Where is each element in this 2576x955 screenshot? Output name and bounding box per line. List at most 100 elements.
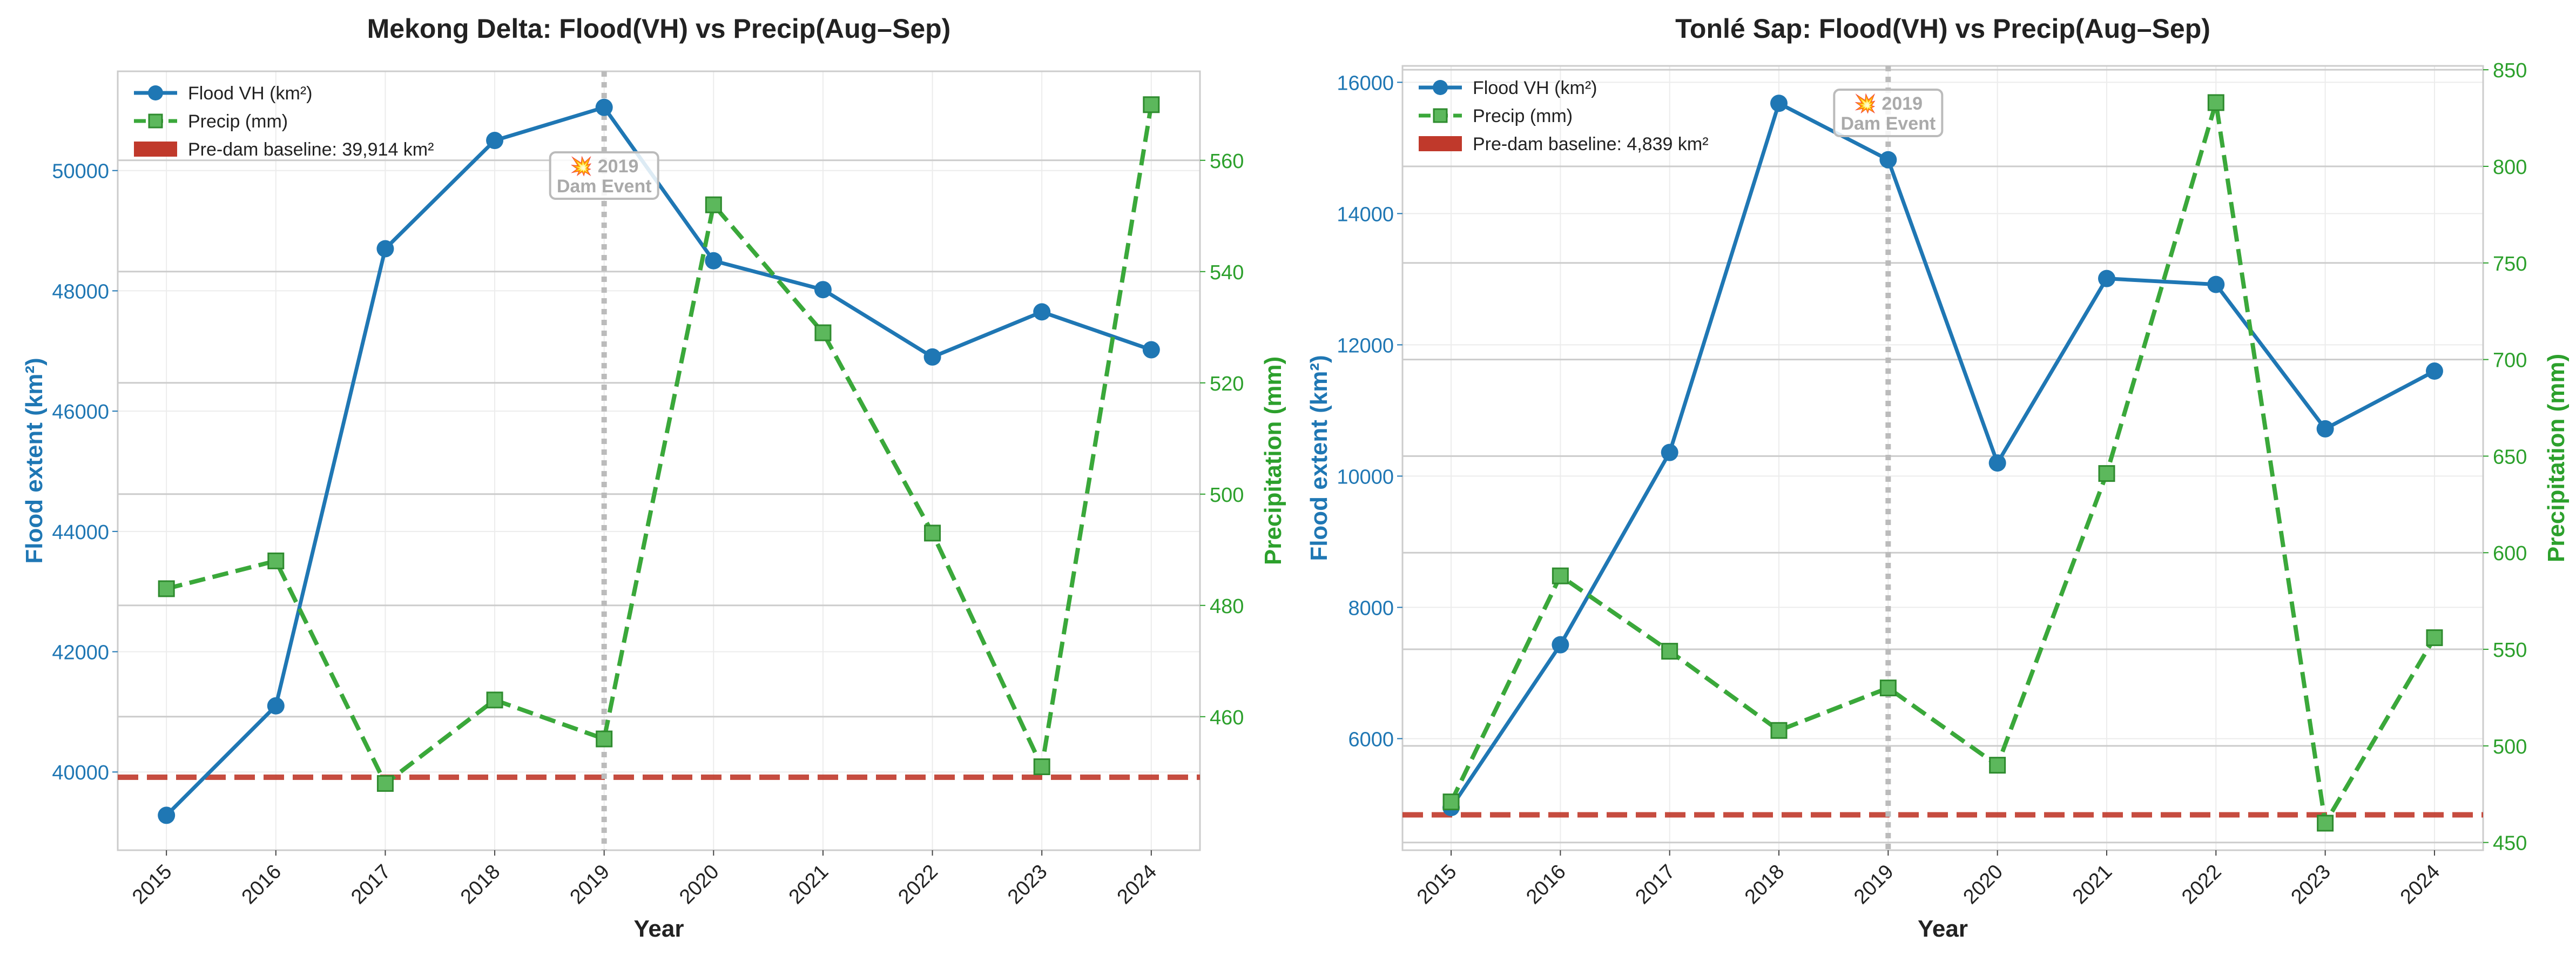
y2-tick-label: 450 xyxy=(2493,832,2527,855)
series-1-point xyxy=(1879,151,1897,169)
x-axis-title: Year xyxy=(1918,916,1968,942)
series-2-point xyxy=(486,691,503,709)
y2-axis-title: Precipitation (mm) xyxy=(1260,357,1286,565)
series-2-point xyxy=(1879,680,1897,697)
series-2-point xyxy=(596,730,613,748)
chart-panel-2: 6000 8000 10000 12000 14000 16000 450 500 550 600… xyxy=(1306,14,2570,942)
series-2-point xyxy=(1552,567,1569,584)
y2-tick-label: 520 xyxy=(1210,373,1244,395)
y-tick-label: 46000 xyxy=(52,401,109,423)
series-1-point xyxy=(486,132,504,150)
legend-swatch-marker xyxy=(1433,108,1448,123)
series-2-point xyxy=(1989,757,2006,774)
y-axis-title: Flood extent (km²) xyxy=(21,358,48,563)
y-axis-title: Flood extent (km²) xyxy=(1306,355,1332,561)
series-1-point xyxy=(705,252,723,270)
y-tick-label: 6000 xyxy=(1348,728,1394,751)
y2-tick-label: 500 xyxy=(2493,736,2527,758)
chart-title: Mekong Delta: Flood(VH) vs Precip(Aug–Se… xyxy=(367,14,951,44)
series-1-point xyxy=(814,281,832,299)
series-1-point xyxy=(2207,275,2225,293)
series-line-2 xyxy=(166,104,1154,786)
legend-swatch-marker xyxy=(148,113,163,129)
legend-label-baseline: Pre-dam baseline: 4,839 km² xyxy=(1473,134,1709,154)
series-1-point xyxy=(1552,636,1569,654)
event-label-box xyxy=(1833,89,1944,137)
y2-tick-label: 460 xyxy=(1210,707,1244,729)
legend-label: Precip (mm) xyxy=(188,111,288,132)
y-tick-label: 8000 xyxy=(1348,597,1394,620)
series-1-point xyxy=(2425,362,2443,380)
y2-tick-label: 650 xyxy=(2493,446,2527,468)
series-1-point xyxy=(1142,341,1160,359)
y2-axis-title: Precipitation (mm) xyxy=(2543,354,2570,562)
event-label-line2: Dam Event xyxy=(1840,113,1936,134)
plot-frame xyxy=(117,70,1201,851)
y-tick-label: 10000 xyxy=(1337,466,1394,488)
series-2-point xyxy=(705,196,722,213)
series-2-point xyxy=(2207,94,2224,111)
plot-frame xyxy=(1401,65,2484,851)
series-2-point xyxy=(2098,465,2115,482)
y-tick-label: 40000 xyxy=(52,762,109,784)
y2-tick-label: 500 xyxy=(1210,484,1244,507)
series-2-point xyxy=(267,552,285,569)
series-2-point xyxy=(1033,758,1050,775)
series-1-point xyxy=(595,98,613,116)
series-2-point xyxy=(1770,722,1788,739)
legend-swatch-marker xyxy=(148,85,163,100)
series-2-point xyxy=(1661,643,1678,660)
legend-label: Flood VH (km²) xyxy=(1473,78,1597,98)
legend-label: Precip (mm) xyxy=(1473,106,1573,126)
y2-tick-label: 480 xyxy=(1210,595,1244,618)
x-axis-title: Year xyxy=(634,916,684,942)
y2-tick-label: 850 xyxy=(2493,59,2527,82)
plot-area xyxy=(1402,66,2483,850)
series-1-point xyxy=(376,240,394,258)
y2-tick-label: 600 xyxy=(2493,542,2527,565)
y-tick-label: 16000 xyxy=(1337,72,1394,95)
series-line-2 xyxy=(1449,100,2437,825)
series-1-point xyxy=(2098,270,2115,287)
y-tick-label: 48000 xyxy=(52,280,109,303)
event-label-line2: Dam Event xyxy=(557,176,652,197)
legend-swatch-baseline xyxy=(1419,136,1462,151)
series-1-point xyxy=(158,806,176,824)
series-1-point xyxy=(923,348,941,366)
series-1-point xyxy=(1661,443,1678,461)
legend-label: Flood VH (km²) xyxy=(188,83,312,104)
series-2-point xyxy=(158,580,175,597)
event-label-line1: 💥 2019 xyxy=(1854,93,1923,115)
series-1-point xyxy=(1770,95,1788,112)
legend-swatch-baseline xyxy=(134,142,177,157)
y-tick-label: 12000 xyxy=(1337,334,1394,357)
y2-tick-label: 800 xyxy=(2493,156,2527,179)
chart-title: Tonlé Sap: Flood(VH) vs Precip(Aug–Sep) xyxy=(1675,14,2210,44)
series-1-point xyxy=(2316,420,2334,438)
series-1-point xyxy=(1033,303,1051,321)
legend-swatch-marker xyxy=(1433,80,1448,95)
event-label-box xyxy=(549,151,659,200)
y2-tick-label: 700 xyxy=(2493,349,2527,372)
series-line-1 xyxy=(1449,101,2436,809)
y2-tick-label: 560 xyxy=(1210,150,1244,173)
series-2-point xyxy=(2317,815,2334,832)
y2-tick-label: 540 xyxy=(1210,261,1244,284)
event-label-line1: 💥 2019 xyxy=(570,156,638,177)
chart-panel-1: 40000 42000 44000 46000 48000 50000 460 480 500 5… xyxy=(21,14,1286,942)
y-tick-label: 42000 xyxy=(52,642,109,664)
y2-tick-label: 550 xyxy=(2493,639,2527,662)
legend-label-baseline: Pre-dam baseline: 39,914 km² xyxy=(188,139,434,160)
series-1-point xyxy=(267,697,285,715)
series-2-point xyxy=(376,775,394,792)
series-2-point xyxy=(814,324,832,341)
y-tick-label: 14000 xyxy=(1337,203,1394,226)
y2-tick-label: 750 xyxy=(2493,253,2527,275)
series-1-point xyxy=(1988,454,2006,472)
series-2-point xyxy=(1143,96,1160,113)
series-2-point xyxy=(924,524,941,542)
y-tick-label: 44000 xyxy=(52,521,109,544)
series-2-point xyxy=(2426,629,2443,647)
series-2-point xyxy=(1442,793,1460,811)
